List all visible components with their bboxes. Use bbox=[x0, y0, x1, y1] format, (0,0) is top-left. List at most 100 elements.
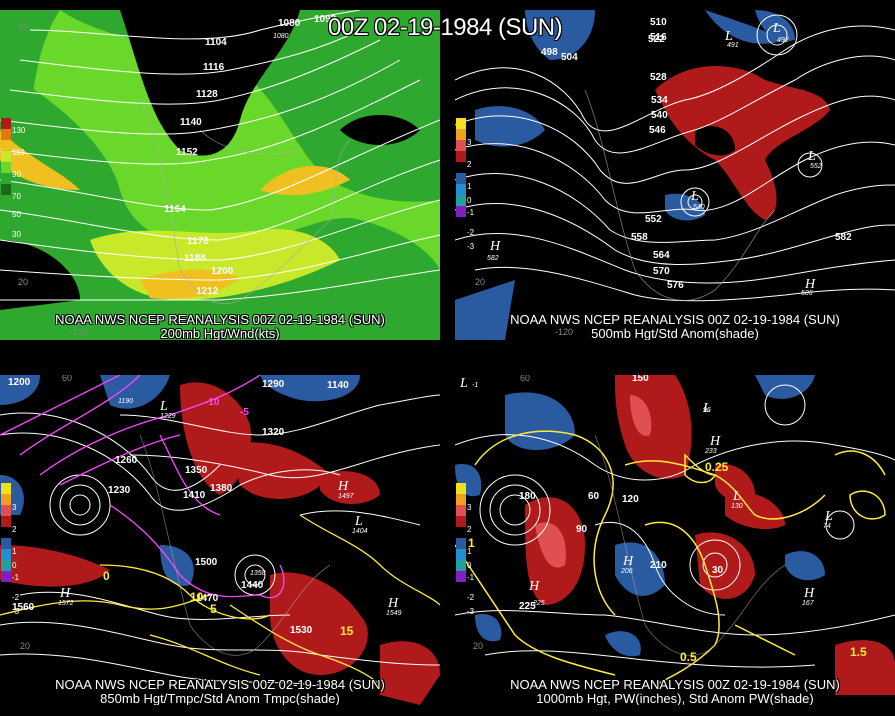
legend-swatch bbox=[456, 527, 466, 538]
legend-swatch bbox=[1, 516, 11, 527]
legend-label: -3 bbox=[467, 607, 475, 616]
legend-swatch bbox=[456, 118, 466, 129]
legend-label: 90 bbox=[12, 170, 21, 179]
legend-label: 2 bbox=[467, 160, 472, 169]
high-value: 233 bbox=[704, 448, 717, 455]
low-value: 492 bbox=[777, 37, 789, 44]
map-850mb: 1290 1320 1350 1380 1410 1440 1470 1500 … bbox=[0, 375, 440, 705]
legend-swatch bbox=[1, 483, 11, 494]
panel-500mb-height-anomaly: 510 516 522 528 534 540 546 552 558 564 … bbox=[455, 10, 895, 340]
legend-label: 1 bbox=[12, 547, 17, 556]
low-value: 1190 bbox=[118, 398, 133, 405]
axis-label-lon: -120 bbox=[555, 327, 573, 337]
contour-label: 510 bbox=[650, 17, 667, 28]
legend-swatch bbox=[456, 483, 466, 494]
legend-label: -1 bbox=[467, 573, 475, 582]
contour-label: 1200 bbox=[211, 266, 234, 277]
low-value: 96 bbox=[703, 407, 711, 414]
contour-label: 210 bbox=[650, 560, 667, 571]
legend-swatch bbox=[456, 129, 466, 140]
legend-label: -2 bbox=[467, 593, 475, 602]
caption-line-1: NOAA NWS NCEP REANALYSIS 00Z 02-19-1984 … bbox=[510, 312, 840, 327]
legend-label: 1 bbox=[467, 182, 472, 191]
contour-label: 504 bbox=[561, 52, 578, 63]
legend-swatch bbox=[456, 206, 466, 217]
contour-label: 1128 bbox=[196, 89, 218, 100]
legend-swatch bbox=[1, 118, 11, 129]
axis-label-lon: -120 bbox=[70, 327, 88, 337]
low-marker: L bbox=[702, 401, 711, 416]
contour-label: 1560 bbox=[12, 602, 35, 613]
panel-caption: NOAA NWS NCEP REANALYSIS 00Z 02-19-1984 … bbox=[455, 312, 895, 341]
legend-label: 70 bbox=[12, 192, 21, 201]
legend-label: 0 bbox=[12, 561, 17, 570]
legend-label: 3 bbox=[12, 503, 17, 512]
temperature-label: 10 bbox=[190, 590, 204, 604]
legend-swatch bbox=[456, 538, 466, 549]
legend-swatch bbox=[456, 195, 466, 206]
legend-swatch bbox=[456, 505, 466, 516]
legend-swatch bbox=[456, 560, 466, 571]
contour-label: 90 bbox=[576, 524, 588, 535]
legend-swatch bbox=[456, 571, 466, 582]
legend-swatch bbox=[456, 494, 466, 505]
legend-label: 1 bbox=[467, 547, 472, 556]
contour-label: 1470 bbox=[196, 593, 219, 604]
contour-label: 1350 bbox=[185, 465, 208, 476]
caption-line-2: 1000mb Hgt, PW(inches), Std Anom PW(shad… bbox=[536, 691, 814, 706]
legend-label: -2 bbox=[467, 228, 475, 237]
high-value: 225 bbox=[532, 600, 545, 607]
high-marker: H bbox=[622, 554, 634, 569]
contour-label: 1164 bbox=[164, 204, 186, 215]
legend-swatch bbox=[1, 494, 11, 505]
high-marker: H bbox=[804, 277, 816, 292]
pw-label: 0.25 bbox=[705, 460, 729, 474]
contour-label: 1212 bbox=[196, 286, 219, 297]
axis-label-lat: 20 bbox=[475, 277, 485, 287]
contour-label: 570 bbox=[653, 266, 670, 277]
low-value: -1 bbox=[472, 382, 478, 389]
contour-label: 546 bbox=[649, 125, 666, 136]
low-marker: L bbox=[724, 29, 733, 44]
low-marker: L bbox=[459, 376, 468, 391]
pw-label: 1 bbox=[468, 536, 475, 550]
high-marker: H bbox=[709, 434, 721, 449]
map-500mb: 510 516 522 528 534 540 546 552 558 564 … bbox=[455, 10, 895, 340]
contour-label: 1188 bbox=[184, 253, 206, 264]
temperature-label: 5 bbox=[210, 602, 217, 616]
legend-swatch bbox=[1, 184, 11, 195]
legend-label: 50 bbox=[12, 210, 21, 219]
temperature-label: 15 bbox=[340, 624, 354, 638]
high-value: 586 bbox=[801, 290, 813, 297]
legend-swatch bbox=[1, 505, 11, 516]
wind-legend bbox=[1, 118, 11, 195]
anomaly-legend bbox=[1, 483, 11, 582]
low-marker: L bbox=[159, 399, 168, 414]
pw-label: 1.5 bbox=[850, 645, 867, 659]
axis-label-lat: 50 bbox=[18, 22, 28, 32]
contour-label: 558 bbox=[631, 232, 648, 243]
legend-swatch bbox=[456, 140, 466, 151]
contour-label: 180 bbox=[519, 491, 536, 502]
legend-label: -3 bbox=[467, 242, 475, 251]
low-value: 1404 bbox=[352, 528, 368, 535]
caption-line-2: 850mb Hgt/Tmpc/Std Anom Tmpc(shade) bbox=[100, 691, 340, 706]
low-value: 74 bbox=[823, 523, 831, 530]
legend-label: -2 bbox=[12, 593, 20, 602]
contour-label: 1152 bbox=[176, 147, 198, 158]
high-marker: H bbox=[337, 479, 349, 494]
anomaly-legend bbox=[456, 483, 466, 582]
low-value: 552 bbox=[810, 163, 822, 170]
contour-label: 564 bbox=[653, 250, 670, 261]
high-value: 1497 bbox=[338, 493, 355, 500]
legend-swatch bbox=[456, 173, 466, 184]
anomaly-legend bbox=[456, 118, 466, 217]
legend-label: 130 bbox=[12, 126, 26, 135]
low-value: 1229 bbox=[160, 413, 176, 420]
contour-label: 528 bbox=[650, 72, 667, 83]
legend-label: 110 bbox=[12, 148, 25, 157]
legend-swatch bbox=[1, 527, 11, 538]
axis-label-lon: 60 bbox=[520, 375, 530, 383]
legend-label: 0 bbox=[467, 561, 472, 570]
high-marker: H bbox=[387, 596, 399, 611]
